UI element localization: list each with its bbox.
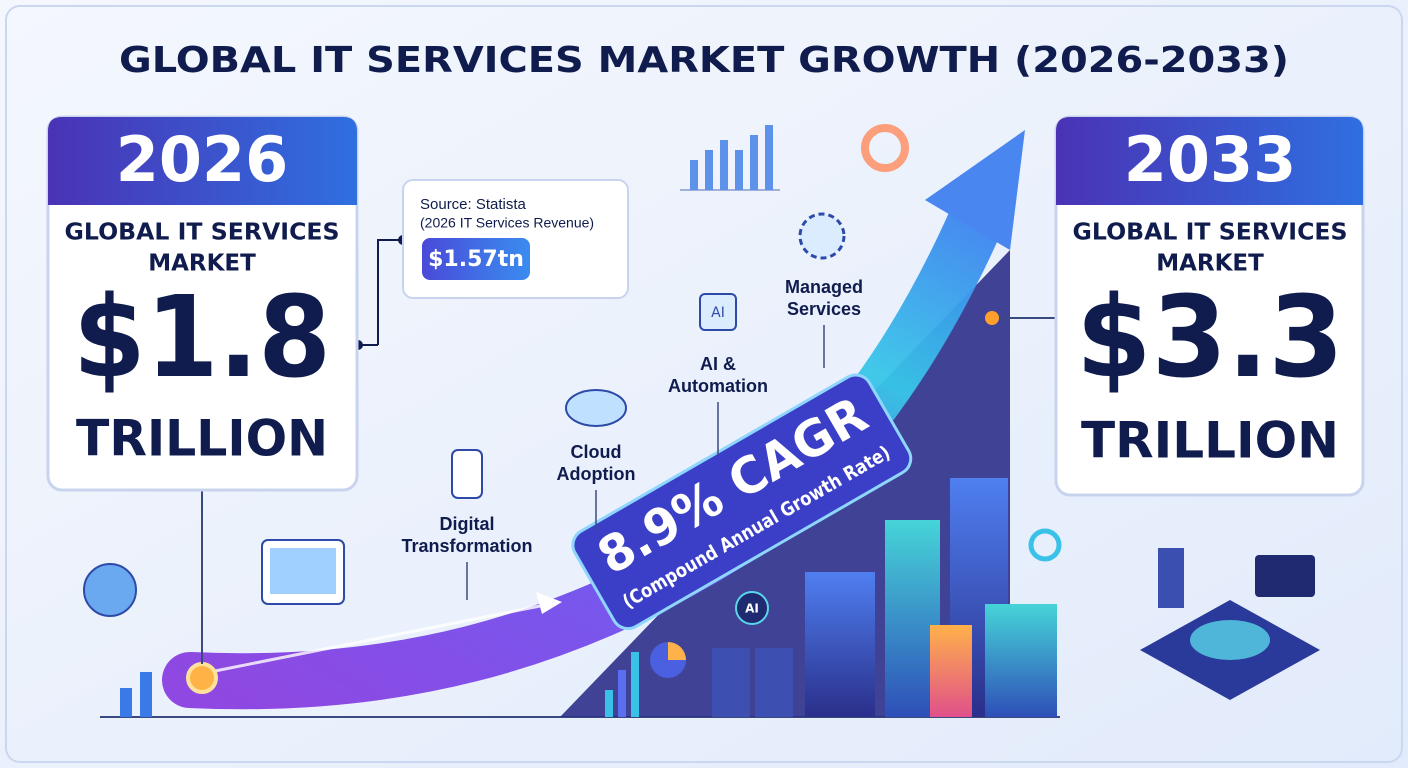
monitor-screen [270, 548, 336, 594]
decor-donut [861, 124, 909, 172]
driver-icon [565, 389, 627, 427]
growth-arrowhead [925, 130, 1025, 250]
card-year: 2026 [116, 123, 289, 196]
driver-label: Services [787, 299, 861, 319]
driver-label: Transformation [401, 536, 532, 556]
start-point [186, 662, 218, 694]
card-unit: TRILLION [76, 410, 328, 468]
decor-bar [690, 160, 698, 190]
server-rack [755, 648, 793, 717]
bar-icon [618, 670, 626, 717]
decor-bar [750, 135, 758, 190]
title: GLOBAL IT SERVICES MARKET GROWTH (2026-2… [119, 40, 1289, 81]
driver-icon-label: AI [711, 305, 725, 321]
screen-icon [1255, 555, 1315, 597]
decor-charts [680, 124, 909, 191]
end-point [985, 311, 999, 325]
source-value: $1.57tn [428, 247, 524, 272]
card-label: MARKET [148, 251, 256, 277]
ai-badge [735, 591, 769, 625]
pie-icon-slice [668, 642, 686, 660]
card-unit: TRILLION [1081, 412, 1339, 470]
driver-icon [451, 449, 483, 499]
driver: AI AI & Automation [668, 293, 768, 455]
decor-bar [720, 140, 728, 190]
driver-label: Cloud [571, 442, 622, 462]
decor-donut [1028, 528, 1062, 562]
arrow-highlight-head [536, 592, 562, 614]
start-card: 2026 GLOBAL IT SERVICES MARKET $1.8 TRIL… [46, 115, 359, 492]
server-icon [1158, 548, 1184, 608]
card-header [1056, 117, 1363, 205]
driver-label: Automation [668, 376, 768, 396]
card-year: 2033 [1124, 123, 1297, 196]
end-card: 2033 GLOBAL IT SERVICES MARKET $3.3 TRIL… [1054, 115, 1365, 497]
bar-icon [120, 688, 132, 717]
driver-label: AI & [700, 354, 736, 374]
driver-label: Adoption [557, 464, 636, 484]
connector [377, 239, 403, 345]
source-value-pill [422, 238, 530, 280]
decor-bar [735, 150, 743, 190]
decor-icons-right [1028, 528, 1320, 700]
driver: Managed Services [785, 212, 863, 368]
card-value: $1.8 [73, 273, 331, 403]
card-label: MARKET [1156, 251, 1264, 277]
card-header [48, 117, 357, 205]
card-label: GLOBAL IT SERVICES [1073, 220, 1348, 246]
driver-label: Managed [785, 277, 863, 297]
driver: Cloud Adoption [557, 389, 636, 530]
frame [5, 5, 1403, 763]
ai-badge-label: AI [745, 602, 759, 616]
cagr-box [571, 373, 913, 631]
building [930, 625, 972, 717]
building [805, 572, 875, 717]
source-name: Source: Statista [420, 196, 527, 213]
decor-icons-left [83, 539, 345, 617]
platform-core [1190, 620, 1270, 660]
building [985, 604, 1057, 717]
driver: Digital Transformation [401, 449, 533, 600]
bar-icon [140, 672, 152, 717]
globe-icon [83, 563, 137, 617]
bar-icon [605, 690, 613, 717]
bar-icon [631, 652, 639, 717]
driver-icon [699, 293, 737, 331]
card-label: GLOBAL IT SERVICES [65, 220, 340, 246]
source-note: (2026 IT Services Revenue) [420, 215, 594, 231]
arrow-highlight [209, 603, 546, 674]
driver-label: Digital [439, 514, 494, 534]
card-value: $3.3 [1076, 273, 1344, 403]
decor-bar [705, 150, 713, 190]
decor-bar [765, 125, 773, 190]
driver-icon [798, 212, 846, 260]
server-rack [712, 648, 750, 717]
